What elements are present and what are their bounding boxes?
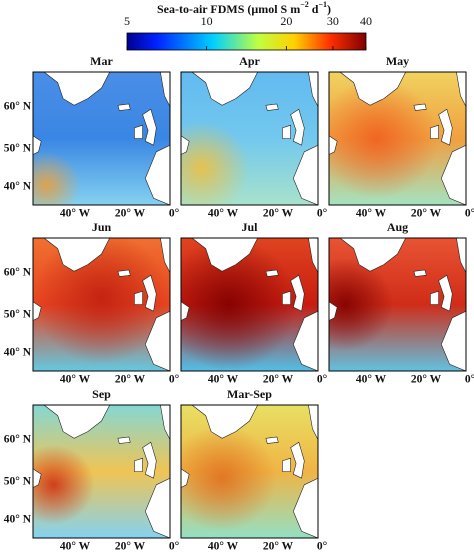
land xyxy=(430,290,439,305)
lon-label: 20° W xyxy=(411,374,442,386)
lon-label: 40° W xyxy=(60,541,91,553)
colorbar-tick-label: 20 xyxy=(280,14,292,28)
land xyxy=(191,71,259,106)
land xyxy=(191,237,259,272)
land xyxy=(43,237,111,272)
land xyxy=(290,108,305,146)
lon-label: 20° W xyxy=(263,541,294,553)
land xyxy=(265,103,279,111)
map-frame xyxy=(328,237,467,372)
map-frame xyxy=(180,404,319,539)
land xyxy=(282,457,291,472)
map-frame xyxy=(180,237,319,372)
lon-label: 0° xyxy=(465,374,474,386)
land xyxy=(290,274,305,312)
lon-label: 0° xyxy=(317,374,328,386)
land xyxy=(265,436,279,444)
land xyxy=(43,404,111,439)
map-panel xyxy=(328,71,467,206)
panel-title: Sep xyxy=(92,387,111,401)
map-frame xyxy=(328,71,467,206)
land xyxy=(413,103,427,111)
panel-title: Apr xyxy=(239,54,260,68)
map-panel xyxy=(180,237,319,372)
panel-title: Jun xyxy=(92,220,112,234)
land xyxy=(142,274,157,312)
map-frame xyxy=(180,71,319,206)
colorbar-tick-label: 10 xyxy=(201,14,213,28)
lon-label: 40° W xyxy=(208,374,239,386)
lon-label: 20° W xyxy=(411,208,442,220)
lon-label: 20° W xyxy=(115,541,146,553)
lat-label: 40° N xyxy=(4,514,32,526)
lon-label: 40° W xyxy=(356,374,387,386)
lon-label: 20° W xyxy=(263,374,294,386)
panel-title: Aug xyxy=(387,220,408,234)
lon-label: 40° W xyxy=(208,541,239,553)
lat-label: 50° N xyxy=(4,143,32,155)
map-panel xyxy=(180,404,319,539)
lat-label: 50° N xyxy=(4,476,32,488)
land xyxy=(134,124,143,139)
lat-label: 40° N xyxy=(4,347,32,359)
lon-label: 20° W xyxy=(263,208,294,220)
map-frame xyxy=(32,404,171,539)
lat-label: 50° N xyxy=(4,309,32,321)
land xyxy=(438,108,453,146)
map-frame xyxy=(32,71,171,206)
map-panel xyxy=(180,71,319,206)
lon-label: 40° W xyxy=(60,374,91,386)
lat-label: 60° N xyxy=(4,101,32,113)
map-panel xyxy=(32,237,171,372)
land xyxy=(339,237,407,272)
land xyxy=(43,71,111,106)
land xyxy=(282,290,291,305)
lon-label: 40° W xyxy=(60,208,91,220)
lon-label: 20° W xyxy=(115,208,146,220)
panel-title: Mar xyxy=(90,54,113,68)
lat-label: 60° N xyxy=(4,267,32,279)
colorbar-title: Sea-to-air FDMS (μmol S m−2 d−1) xyxy=(157,0,331,16)
land xyxy=(134,457,143,472)
map-frame xyxy=(32,237,171,372)
lon-label: 0° xyxy=(169,208,180,220)
lat-label: 60° N xyxy=(4,434,32,446)
lon-label: 0° xyxy=(169,541,180,553)
land xyxy=(117,103,131,111)
colorbar-tick-label: 30 xyxy=(327,14,339,28)
lon-label: 40° W xyxy=(208,208,239,220)
land xyxy=(191,404,259,439)
land xyxy=(438,274,453,312)
land xyxy=(265,269,279,277)
land xyxy=(142,441,157,479)
lon-label: 0° xyxy=(317,541,328,553)
land xyxy=(430,124,439,139)
land xyxy=(413,269,427,277)
land xyxy=(117,436,131,444)
lon-label: 0° xyxy=(317,208,328,220)
map-panel xyxy=(32,71,171,206)
land xyxy=(282,124,291,139)
panel-title: May xyxy=(386,54,409,68)
panel-title: Jul xyxy=(241,220,258,234)
panel-title: Mar-Sep xyxy=(227,387,272,401)
map-panel xyxy=(328,237,467,372)
land xyxy=(134,290,143,305)
colorbar-tick-label: 5 xyxy=(124,14,130,28)
lon-label: 40° W xyxy=(356,208,387,220)
lat-label: 40° N xyxy=(4,181,32,193)
land xyxy=(339,71,407,106)
colorbar xyxy=(126,32,367,51)
land xyxy=(290,441,305,479)
land xyxy=(117,269,131,277)
map-panel xyxy=(32,404,171,539)
land xyxy=(142,108,157,146)
colorbar-tick-label: 40 xyxy=(360,14,372,28)
lon-label: 20° W xyxy=(115,374,146,386)
lon-label: 0° xyxy=(465,208,474,220)
lon-label: 0° xyxy=(169,374,180,386)
